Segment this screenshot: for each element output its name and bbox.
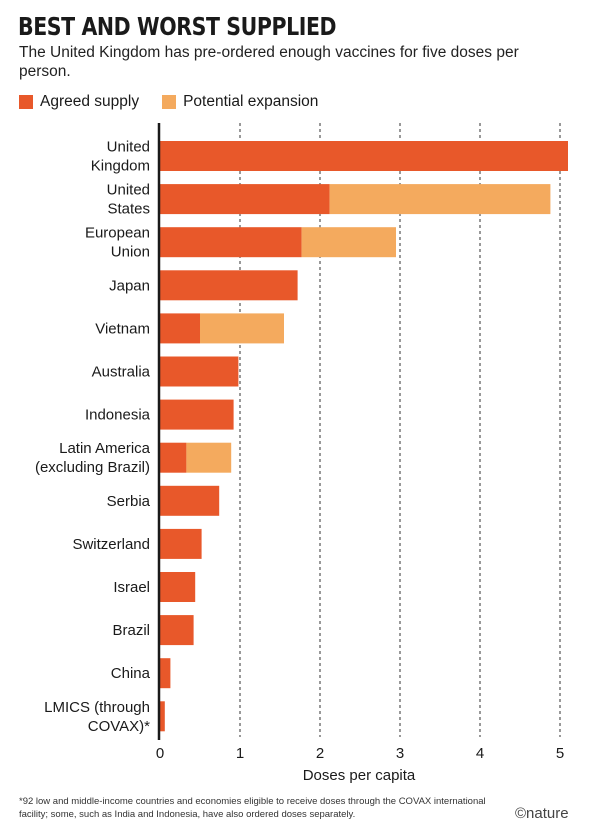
category-label: Kingdom <box>91 158 150 175</box>
bar-agreed <box>160 615 194 646</box>
x-tick-label: 4 <box>476 745 484 762</box>
x-tick-label: 2 <box>316 745 324 762</box>
legend-label-agreed: Agreed supply <box>40 93 140 110</box>
x-tick-label: 5 <box>556 745 564 762</box>
category-label: COVAX)* <box>88 718 150 735</box>
bar-expansion <box>301 227 396 258</box>
legend-item-expansion: Potential expansion <box>162 93 318 111</box>
legend: Agreed supply Potential expansion <box>19 93 341 111</box>
bar-agreed <box>160 184 330 215</box>
category-label: Serbia <box>107 493 151 510</box>
category-label: LMICS (through <box>44 699 150 716</box>
nature-logo: ©nature <box>515 805 569 822</box>
bar-agreed <box>160 227 302 258</box>
bar-expansion <box>186 442 232 473</box>
category-label: Vietnam <box>95 320 150 337</box>
legend-swatch-expansion <box>162 95 177 109</box>
x-tick-label: 1 <box>236 745 244 762</box>
category-label: Brazil <box>112 622 150 639</box>
chart-title: BEST AND WORST SUPPLIED <box>18 12 337 41</box>
category-label: Australia <box>92 364 151 381</box>
category-label: China <box>111 665 151 682</box>
category-label: Union <box>111 244 150 261</box>
bar-expansion <box>200 313 284 344</box>
category-label: European <box>85 225 150 242</box>
category-label: Switzerland <box>72 536 150 553</box>
bar-agreed <box>160 313 200 344</box>
bar-agreed <box>160 141 568 171</box>
legend-item-agreed: Agreed supply <box>19 93 139 111</box>
category-label: Latin America <box>59 440 151 457</box>
category-label: United <box>107 182 150 199</box>
footnote: *92 low and middle-income countries and … <box>19 796 486 820</box>
bar-agreed <box>160 572 196 602</box>
x-tick-label: 0 <box>156 745 164 762</box>
x-tick-label: 3 <box>396 745 404 762</box>
category-label: United <box>107 139 150 156</box>
bar-agreed <box>160 528 202 559</box>
bar-agreed <box>160 270 298 301</box>
legend-label-expansion: Potential expansion <box>183 93 319 110</box>
category-label: Japan <box>109 277 150 294</box>
x-axis-label: Doses per capita <box>303 767 416 784</box>
category-label: (excluding Brazil) <box>35 459 150 476</box>
bar-agreed <box>160 399 234 430</box>
bar-agreed <box>160 356 239 387</box>
bar-agreed <box>160 485 220 516</box>
bar-agreed <box>160 442 187 473</box>
category-label: Indonesia <box>85 407 151 424</box>
chart-subtitle: The United Kingdom has pre-ordered enoug… <box>19 44 519 80</box>
category-label: Israel <box>113 579 150 596</box>
bar-agreed <box>160 701 165 732</box>
bar-agreed <box>160 658 171 689</box>
bar-expansion <box>329 184 551 215</box>
legend-swatch-agreed <box>19 95 33 109</box>
category-label: States <box>107 201 150 218</box>
